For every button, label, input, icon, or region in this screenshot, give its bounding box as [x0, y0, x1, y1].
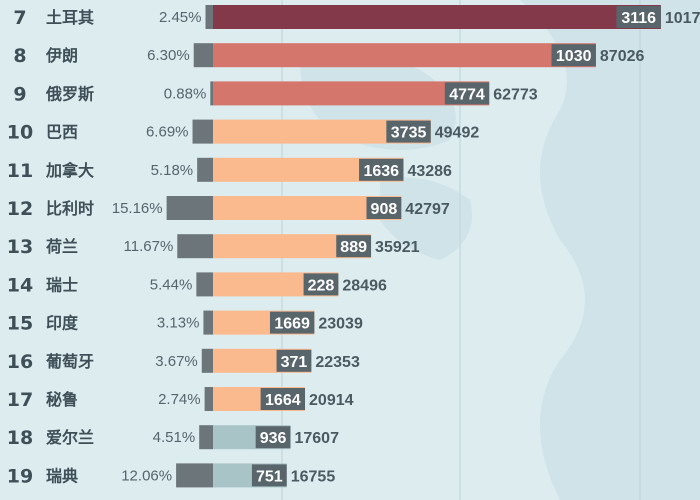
- value-label: 228: [308, 277, 335, 294]
- value-box: [303, 273, 339, 296]
- country-label: 比利时: [46, 199, 94, 218]
- value-label: 908: [371, 201, 398, 218]
- total-label: 43286: [407, 163, 452, 180]
- value-box: [551, 44, 596, 67]
- value-label: 3116: [621, 10, 656, 27]
- value-label: 4774: [449, 86, 485, 103]
- percent-bar: [205, 5, 213, 29]
- percent-label: 5.44%: [150, 276, 193, 293]
- rank-label: 14: [7, 274, 33, 296]
- country-label: 印度: [46, 314, 79, 333]
- total-bar: [213, 43, 596, 68]
- value-box: [276, 349, 312, 372]
- total-label: 49492: [435, 125, 480, 142]
- value-label: 936: [260, 430, 287, 447]
- value-box: [251, 464, 287, 487]
- value-label: 751: [256, 468, 283, 485]
- percent-label: 3.13%: [157, 315, 200, 332]
- total-label: 101790: [665, 10, 700, 27]
- rank-label: 10: [7, 122, 33, 144]
- percent-bar: [196, 272, 213, 297]
- value-label: 1664: [265, 392, 301, 409]
- percent-label: 6.30%: [147, 47, 190, 64]
- rank-label: 13: [7, 236, 33, 258]
- rank-label: 12: [7, 198, 33, 220]
- rank-label: 16: [7, 351, 33, 373]
- total-label: 28496: [342, 277, 387, 294]
- percent-bar: [201, 348, 213, 373]
- total-label: 17607: [294, 430, 339, 447]
- total-label: 20914: [309, 392, 354, 409]
- percent-label: 0.88%: [164, 85, 207, 102]
- percent-bar: [176, 463, 213, 488]
- value-label: 371: [281, 354, 308, 371]
- value-box: [616, 6, 661, 28]
- value-label: 3735: [391, 125, 427, 142]
- value-box: [336, 235, 372, 258]
- value-box: [260, 388, 306, 410]
- percent-bar: [199, 425, 213, 450]
- country-label: 巴西: [46, 123, 78, 142]
- value-box: [359, 158, 404, 181]
- country-label: 伊朗: [45, 46, 78, 65]
- percent-label: 11.67%: [124, 238, 174, 255]
- rank-label: 9: [13, 83, 26, 105]
- country-label: 加拿大: [45, 161, 94, 180]
- value-label: 1030: [556, 48, 592, 65]
- percent-bar: [192, 119, 213, 144]
- total-label: 62773: [493, 86, 538, 103]
- percent-bar: [203, 310, 213, 335]
- total-label: 87026: [600, 48, 645, 65]
- percent-label: 3.67%: [155, 353, 198, 370]
- percent-bar: [204, 387, 213, 411]
- total-label: 22353: [315, 354, 360, 371]
- value-box: [366, 197, 402, 219]
- total-label: 42797: [405, 201, 450, 218]
- total-label: 16755: [291, 468, 336, 485]
- percent-label: 2.45%: [159, 9, 202, 26]
- rank-label: 15: [7, 313, 33, 335]
- total-label: 23039: [318, 316, 363, 333]
- percent-bar: [177, 234, 213, 259]
- value-label: 889: [340, 239, 367, 256]
- percent-bar: [197, 157, 213, 182]
- country-label: 瑞典: [46, 466, 78, 485]
- rank-label: 17: [7, 389, 33, 411]
- value-box: [444, 82, 490, 105]
- total-label: 35921: [375, 239, 420, 256]
- country-label: 葡萄牙: [45, 352, 94, 371]
- country-label: 土耳其: [46, 8, 94, 27]
- country-label: 荷兰: [46, 237, 78, 256]
- rank-label: 8: [13, 45, 26, 67]
- total-bar: [213, 81, 490, 106]
- country-label: 秘鲁: [46, 390, 78, 409]
- percent-label: 4.51%: [153, 429, 196, 446]
- percent-label: 5.18%: [151, 162, 194, 179]
- percent-bar: [210, 81, 213, 106]
- total-bar: [213, 5, 661, 29]
- rank-label: 7: [13, 7, 26, 29]
- value-box: [255, 426, 291, 449]
- percent-bar: [166, 196, 213, 220]
- percent-bar: [193, 43, 213, 68]
- rank-label: 11: [7, 160, 33, 182]
- country-label: 俄罗斯: [45, 84, 94, 103]
- rank-label: 18: [7, 427, 33, 449]
- value-label: 1636: [363, 163, 399, 180]
- value-box: [269, 311, 315, 334]
- value-label: 1669: [274, 316, 310, 333]
- rank-label: 19: [7, 465, 33, 487]
- country-label: 爱尔兰: [46, 428, 94, 447]
- percent-label: 6.69%: [146, 124, 189, 141]
- percent-label: 12.06%: [121, 467, 172, 484]
- country-label: 瑞士: [46, 275, 78, 294]
- percent-label: 15.16%: [112, 200, 163, 217]
- percent-label: 2.74%: [158, 391, 201, 408]
- value-box: [386, 120, 431, 143]
